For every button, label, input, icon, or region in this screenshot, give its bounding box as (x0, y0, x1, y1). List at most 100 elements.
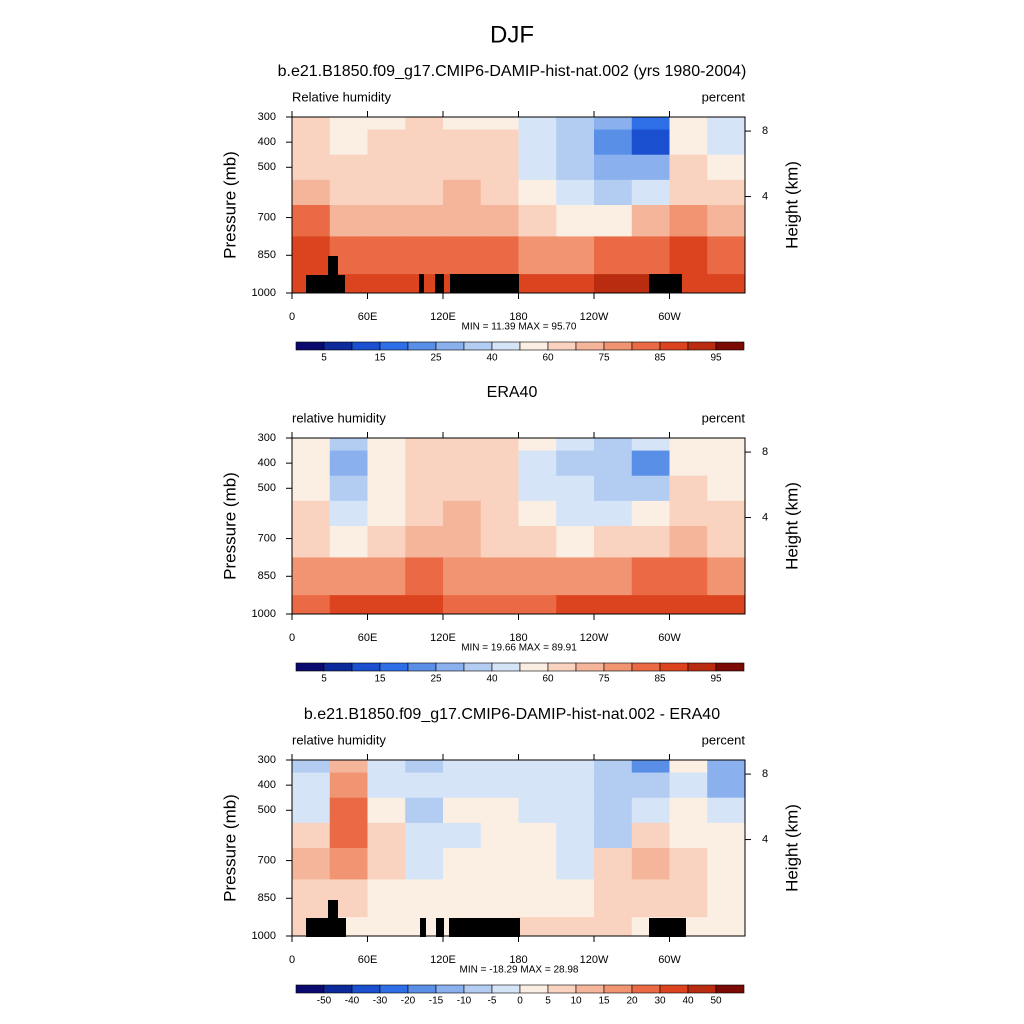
contour-cell (518, 848, 557, 880)
y-tick-label: 700 (258, 854, 276, 866)
contour-cell (443, 797, 482, 824)
contour-cell (631, 236, 670, 275)
contour-cell (669, 526, 708, 558)
topography-block (649, 918, 686, 937)
contour-cell (631, 879, 670, 918)
contour-cell (707, 500, 746, 527)
x-tick-label: 120E (430, 311, 456, 323)
colorbar-label: -5 (488, 996, 497, 1007)
contour-cell (405, 274, 444, 294)
y2-axis-label: Height (km) (782, 161, 801, 249)
contour-cell (631, 760, 670, 774)
contour-cell (480, 822, 519, 849)
contour-cell (707, 879, 746, 918)
contour-cell (594, 848, 633, 880)
units-label: percent (702, 410, 746, 425)
topography-block (420, 918, 426, 937)
contour-cell (329, 438, 368, 452)
contour-cell (707, 772, 746, 799)
colorbar-box (687, 984, 717, 994)
variable-label: relative humidity (292, 732, 386, 747)
topography-block (419, 274, 424, 293)
contour-cell (594, 917, 633, 937)
colorbar-box (603, 341, 633, 351)
contour-cell (556, 179, 595, 206)
contour-cell (631, 205, 670, 237)
contour-cell (405, 772, 444, 799)
colorbar-box (435, 984, 465, 994)
contour-cell (594, 879, 633, 918)
contour-cell (405, 760, 444, 774)
colorbar-box (519, 984, 549, 994)
contour-cell (594, 797, 633, 824)
contour-cell (405, 475, 444, 502)
x-tick-label: 60W (658, 954, 681, 966)
topography-block (436, 918, 444, 937)
contour-cell (556, 450, 595, 477)
contour-cell (707, 848, 746, 880)
contour-cell (518, 205, 557, 237)
colorbar-box (603, 984, 633, 994)
colorbar-box (519, 662, 549, 672)
contour-cell (405, 438, 444, 452)
contour-cell (631, 450, 670, 477)
contour-cell (669, 822, 708, 849)
contour-cell (556, 154, 595, 181)
contour-cell (594, 526, 633, 558)
contour-cell (443, 557, 482, 596)
contour-cell (518, 236, 557, 275)
panel-title: b.e21.B1850.f09_g17.CMIP6-DAMIP-hist-nat… (304, 706, 720, 723)
x-tick-label: 120W (580, 632, 609, 644)
colorbar-box (323, 341, 353, 351)
colorbar-box (631, 984, 661, 994)
colorbar-label: 20 (626, 996, 638, 1007)
colorbar-box (295, 984, 325, 994)
contour-cell (669, 438, 708, 452)
contour-cell (367, 236, 406, 275)
x-tick-label: 120W (580, 954, 609, 966)
contour-cell (443, 154, 482, 181)
y-tick-label: 700 (258, 211, 276, 223)
topography-block (328, 256, 338, 275)
colorbar-box (323, 662, 353, 672)
colorbar-box (491, 662, 521, 672)
contour-cell (329, 117, 368, 131)
contour-cell (631, 154, 670, 181)
contour-cell (367, 205, 406, 237)
contour-cell (443, 848, 482, 880)
contour-cell (480, 848, 519, 880)
contour-cell (631, 117, 670, 131)
topography-block (450, 274, 519, 293)
x-tick-label: 120E (430, 632, 456, 644)
contour-cell (480, 475, 519, 502)
y2-tick-label: 4 (762, 190, 768, 202)
contour-cell (443, 822, 482, 849)
contour-cell (367, 797, 406, 824)
contour-cell (367, 450, 406, 477)
contour-cell (367, 760, 406, 774)
contour-cell (480, 500, 519, 527)
colorbar-label: 40 (486, 674, 498, 685)
colorbar-box (575, 984, 605, 994)
contour-cell (443, 475, 482, 502)
contour-cell (669, 129, 708, 156)
contour-cell (480, 557, 519, 596)
contour-cell (292, 475, 331, 502)
contour-cell (292, 117, 331, 131)
contour-cell (556, 848, 595, 880)
y-axis-label: Pressure (mb) (220, 151, 239, 259)
contour-cell (631, 500, 670, 527)
colorbar-label: -30 (373, 996, 388, 1007)
panel-title: ERA40 (487, 384, 538, 401)
y-tick-label: 1000 (252, 287, 276, 299)
colorbar-box (575, 341, 605, 351)
contour-cell (518, 500, 557, 527)
contour-cell (518, 154, 557, 181)
contour-cell (556, 236, 595, 275)
contour-cell (405, 154, 444, 181)
contour-cell (707, 797, 746, 824)
colorbar-box (547, 662, 577, 672)
variable-label: Relative humidity (292, 89, 391, 104)
contour-cell (480, 179, 519, 206)
colorbar-label: 5 (545, 996, 551, 1007)
